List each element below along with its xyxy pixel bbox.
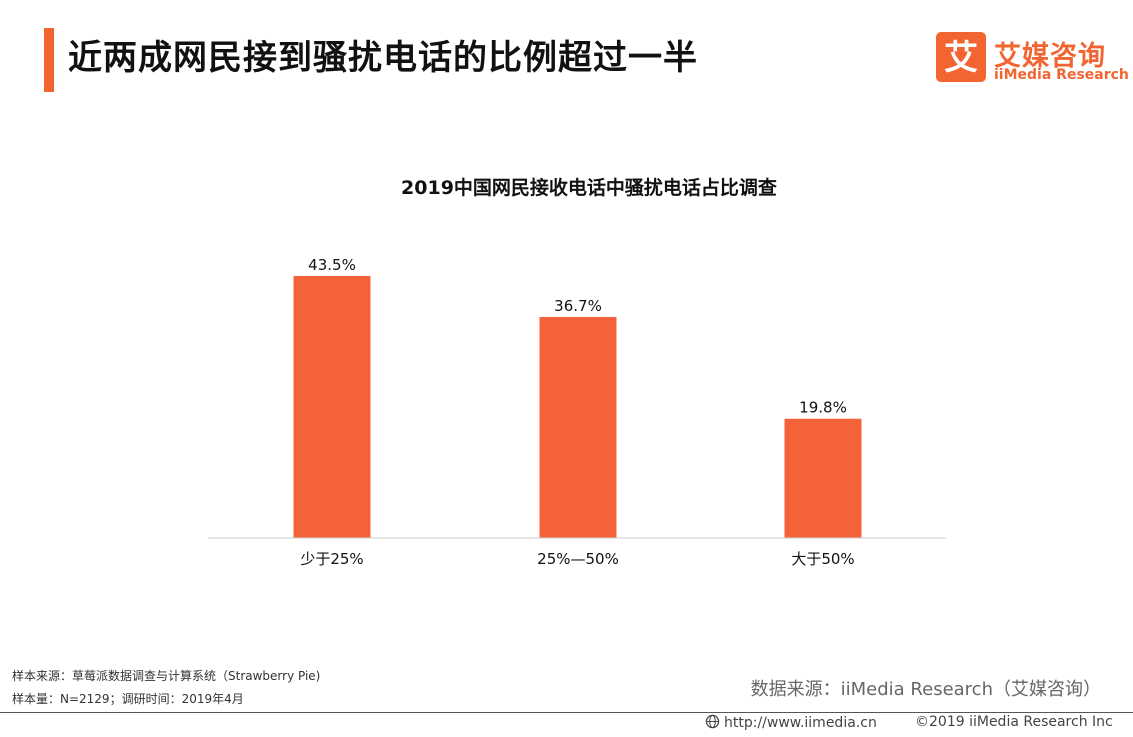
footer-url-text: http://www.iimedia.cn: [724, 715, 877, 731]
logo-name-en: iiMedia Research: [994, 67, 1129, 83]
category-label-1: 少于25%: [300, 550, 363, 568]
page-title: 近两成网民接到骚扰电话的比例超过一半: [68, 38, 698, 78]
footer-url[interactable]: http://www.iimedia.cn: [705, 714, 877, 733]
logo-name-cn: 艾媒咨询: [994, 41, 1106, 72]
logo-mark-glyph: 艾: [944, 38, 978, 78]
data-label-3: 19.8%: [799, 399, 847, 417]
chart-title: 2019中国网民接收电话中骚扰电话占比调查: [401, 176, 778, 199]
data-label-1: 43.5%: [308, 256, 356, 274]
data-label-2: 36.7%: [554, 297, 602, 315]
logo-mark-icon: 艾: [936, 32, 986, 82]
sample-source-note: 样本来源：草莓派数据调查与计算系统（Strawberry Pie): [12, 669, 321, 683]
data-source-note: 数据来源：iiMedia Research（艾媒咨询）: [750, 679, 1101, 700]
bar-1: [293, 276, 371, 538]
bar-3: [784, 418, 862, 538]
footer-divider: [0, 712, 1133, 713]
title-accent-bar: [44, 28, 54, 92]
iimedia-logo: 艾 艾媒咨询 iiMedia Research: [936, 32, 1129, 86]
globe-icon: [705, 714, 720, 733]
category-label-2: 25%—50%: [537, 550, 619, 568]
bar-2: [539, 316, 617, 538]
category-label-3: 大于50%: [791, 550, 854, 568]
footer-copyright: ©2019 iiMedia Research Inc: [915, 714, 1113, 730]
sample-size-note: 样本量：N=2129；调研时间：2019年4月: [12, 692, 244, 706]
bar-chart: 2019中国网民接收电话中骚扰电话占比调查 43.5% 少于25% 36.7% 25%…: [208, 176, 946, 568]
